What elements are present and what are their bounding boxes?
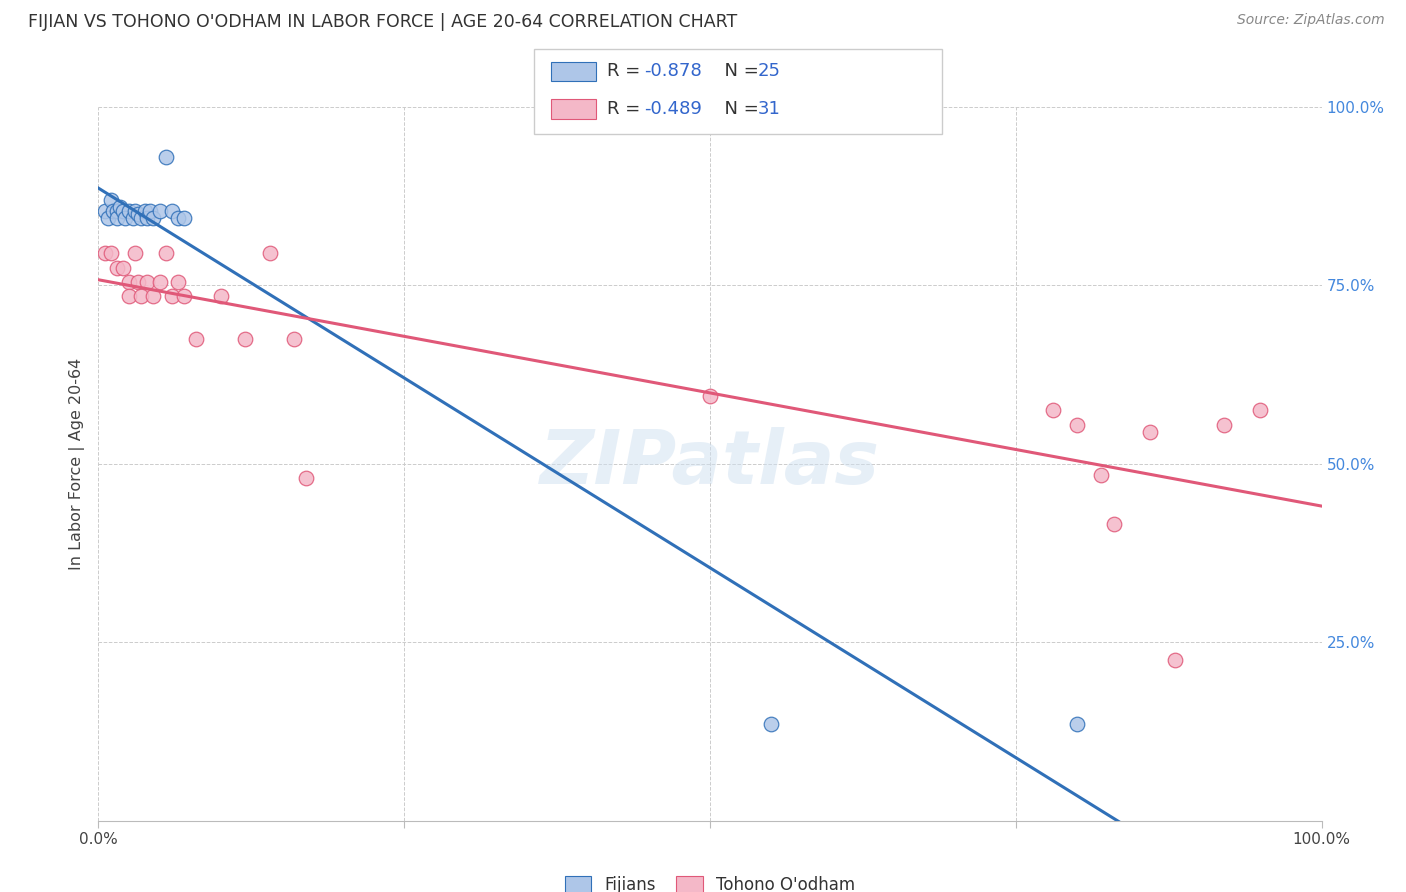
Point: [124, 203, 146, 218]
Point: [155, 246, 177, 260]
Point: [105, 203, 128, 218]
Point: [186, 332, 208, 346]
Point: [209, 289, 232, 303]
Point: [101, 203, 124, 218]
Point: [127, 275, 149, 289]
Point: [118, 289, 141, 303]
Point: [129, 289, 152, 303]
Point: [761, 717, 783, 731]
Point: [134, 203, 156, 218]
Point: [699, 389, 721, 403]
Point: [97, 211, 120, 225]
Point: [110, 200, 132, 214]
Point: [1139, 425, 1161, 439]
Point: [149, 275, 172, 289]
Point: [105, 211, 128, 225]
Point: [160, 203, 183, 218]
Point: [105, 260, 128, 275]
Text: 25: 25: [758, 62, 780, 80]
Text: Source: ZipAtlas.com: Source: ZipAtlas.com: [1237, 13, 1385, 28]
Point: [111, 260, 134, 275]
Point: [1066, 417, 1088, 432]
Point: [173, 289, 195, 303]
Point: [160, 289, 183, 303]
Point: [111, 203, 134, 218]
Y-axis label: In Labor Force | Age 20-64: In Labor Force | Age 20-64: [69, 358, 86, 570]
Point: [100, 193, 122, 207]
Point: [114, 211, 136, 225]
Point: [129, 211, 152, 225]
Point: [121, 211, 143, 225]
Point: [93, 203, 115, 218]
Legend: Fijians, Tohono O'odham: Fijians, Tohono O'odham: [565, 876, 855, 892]
Text: N =: N =: [713, 100, 765, 118]
Point: [127, 207, 149, 221]
Point: [136, 211, 159, 225]
Text: N =: N =: [713, 62, 765, 80]
Text: FIJIAN VS TOHONO O'ODHAM IN LABOR FORCE | AGE 20-64 CORRELATION CHART: FIJIAN VS TOHONO O'ODHAM IN LABOR FORCE …: [28, 13, 737, 31]
Point: [1042, 403, 1064, 417]
Point: [124, 246, 146, 260]
Point: [167, 275, 190, 289]
Point: [93, 246, 115, 260]
Point: [1102, 517, 1125, 532]
Text: -0.878: -0.878: [644, 62, 702, 80]
Text: ZIPatlas: ZIPatlas: [540, 427, 880, 500]
Point: [283, 332, 305, 346]
Point: [233, 332, 256, 346]
Text: R =: R =: [607, 100, 647, 118]
Point: [1066, 717, 1088, 731]
Point: [259, 246, 281, 260]
Point: [118, 275, 141, 289]
Point: [1212, 417, 1234, 432]
Point: [155, 150, 177, 164]
Point: [100, 246, 122, 260]
Point: [295, 471, 318, 485]
Point: [142, 211, 165, 225]
Point: [149, 203, 172, 218]
Text: -0.489: -0.489: [644, 100, 702, 118]
Point: [1164, 653, 1187, 667]
Text: R =: R =: [607, 62, 647, 80]
Point: [136, 275, 159, 289]
Point: [1249, 403, 1271, 417]
Point: [173, 211, 195, 225]
Point: [118, 203, 141, 218]
Point: [139, 203, 162, 218]
Point: [142, 289, 165, 303]
Point: [167, 211, 190, 225]
Text: 31: 31: [758, 100, 780, 118]
Point: [1090, 467, 1112, 482]
